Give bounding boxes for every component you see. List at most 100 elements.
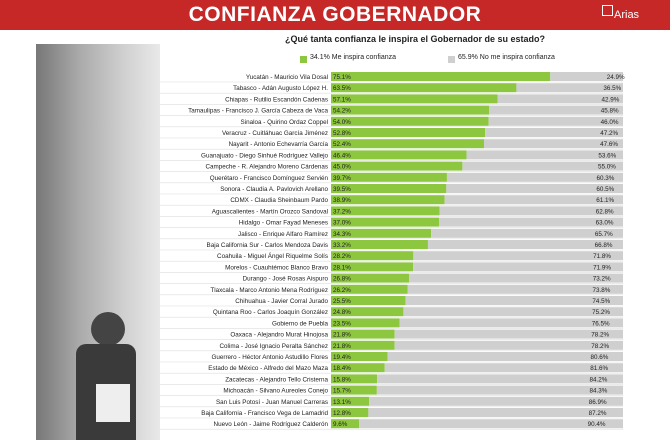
data-label-no-confia: 47.2% <box>600 130 618 137</box>
data-label-no-confia: 53.6% <box>598 152 616 159</box>
data-label-no-confia: 55.0% <box>598 164 616 171</box>
data-label-no-confia: 78.2% <box>591 343 609 350</box>
data-label-confia: 45.0% <box>333 164 351 171</box>
arias-logo: Arias <box>602 2 662 28</box>
category-label: Tabasco - Adán Augusto López H. <box>233 85 328 92</box>
bar-confia <box>331 307 404 317</box>
data-label-no-confia: 66.8% <box>595 242 613 249</box>
data-label-confia: 21.8% <box>333 343 351 350</box>
bar-no-confia <box>446 172 623 182</box>
data-label-confia: 26.8% <box>333 276 351 283</box>
bar-no-confia <box>405 296 623 305</box>
category-label: Zacatecas - Alejandro Tello Cristerna <box>225 376 328 383</box>
person-head-shape <box>91 312 125 346</box>
bar-confia <box>331 408 369 417</box>
bar-no-confia <box>368 408 623 417</box>
bar-no-confia <box>550 72 623 81</box>
data-label-confia: 46.4% <box>333 152 351 159</box>
bar-confia <box>331 396 370 406</box>
data-label-no-confia: 84.3% <box>589 388 607 395</box>
data-label-confia: 12.8% <box>333 410 351 417</box>
logo-text: Arias <box>614 9 640 21</box>
bar-confia <box>331 217 440 227</box>
bar-confia <box>331 340 395 350</box>
data-label-confia: 38.9% <box>333 197 351 204</box>
bar-no-confia <box>444 195 623 205</box>
category-label: San Luis Potosí - Juan Manuel Carreras <box>216 399 328 406</box>
category-label: Coahuila - Miguel Ángel Riquelme Solís <box>217 251 328 260</box>
data-label-no-confia: 86.9% <box>589 399 607 406</box>
data-label-no-confia: 90.4% <box>588 421 606 428</box>
data-label-no-confia: 76.5% <box>592 320 610 327</box>
data-label-confia: 26.2% <box>333 287 351 294</box>
data-label-confia: 21.8% <box>333 332 351 339</box>
category-label: Guerrero - Héctor Antonio Astudillo Flor… <box>211 354 328 361</box>
data-label-confia: 52.4% <box>333 141 351 148</box>
protest-sign-shape <box>96 384 130 422</box>
data-label-confia: 52.8% <box>333 130 351 137</box>
category-label: Quintana Roo - Carlos Joaquín González <box>213 309 328 316</box>
logo-mark-icon <box>602 5 613 16</box>
bar-confia <box>331 184 447 193</box>
bar-confia <box>331 228 432 238</box>
bar-confia <box>331 150 467 160</box>
category-label: CDMX - Claudia Sheinbaum Pardo <box>230 197 328 204</box>
data-label-confia: 15.7% <box>333 388 351 395</box>
data-label-confia: 63.5% <box>333 85 351 92</box>
data-label-no-confia: 71.9% <box>593 264 611 271</box>
bar-confia <box>331 195 445 205</box>
bar-confia <box>331 128 486 137</box>
category-label: Oaxaca - Alejandro Murat Hinojosa <box>230 332 328 339</box>
legend-swatch-no-confia <box>448 56 455 63</box>
category-label: Sonora - Claudia A. Pavlovich Arellano <box>220 186 328 193</box>
data-label-no-confia: 78.2% <box>591 332 609 339</box>
data-label-no-confia: 46.0% <box>601 119 619 126</box>
category-label: Durango - José Rosas Aispuro <box>243 276 329 283</box>
category-label: Yucatán - Mauricio Vila Dosal <box>246 74 328 81</box>
data-label-no-confia: 71.8% <box>593 253 611 260</box>
background-photo <box>36 44 160 440</box>
bar-no-confia <box>485 128 623 137</box>
data-label-no-confia: 80.6% <box>591 354 609 361</box>
bar-no-confia <box>394 340 623 350</box>
page-title: CONFIANZA GOBERNADOR <box>188 3 482 26</box>
data-label-confia: 24.8% <box>333 309 351 316</box>
category-label: Veracruz - Cuitláhuac García Jiménez <box>222 130 328 137</box>
data-label-no-confia: 74.5% <box>592 298 610 305</box>
data-label-no-confia: 62.8% <box>596 208 614 215</box>
data-label-confia: 37.0% <box>333 220 351 227</box>
category-label: Baja California - Francisco Vega de Lama… <box>201 410 328 417</box>
bar-confia <box>331 251 414 261</box>
bar-confia <box>331 273 410 283</box>
bar-confia <box>331 206 440 216</box>
data-label-confia: 54.0% <box>333 119 351 126</box>
data-label-confia: 13.1% <box>333 399 351 406</box>
bar-no-confia <box>407 284 623 294</box>
bar-confia <box>331 419 360 429</box>
chart-legend: 34.1% Me inspira confianza 65.9% No me i… <box>300 54 620 66</box>
category-label: Guanajuato - Diego Sinhué Rodríguez Vall… <box>201 152 328 159</box>
data-label-no-confia: 87.2% <box>589 410 607 417</box>
bar-confia <box>331 374 378 384</box>
category-label: Chihuahua - Javier Corral Jurado <box>235 298 328 305</box>
bar-no-confia <box>466 150 623 160</box>
data-label-confia: 75.1% <box>333 74 351 81</box>
data-label-confia: 9.6% <box>333 421 348 428</box>
data-label-confia: 28.2% <box>333 253 351 260</box>
category-label: Colima - José Ignacio Peralta Sánchez <box>219 343 328 350</box>
legend-label-no-confia: 65.9% No me inspira confianza <box>458 54 555 61</box>
category-label: Baja California Sur - Carlos Mendoza Dav… <box>207 242 328 249</box>
data-label-no-confia: 47.6% <box>600 141 618 148</box>
bar-confia <box>331 363 385 373</box>
bar-confia <box>331 161 463 171</box>
bar-no-confia <box>516 83 623 93</box>
data-label-no-confia: 60.5% <box>596 186 614 193</box>
bar-confia <box>331 262 414 272</box>
category-label: Morelos - Cuauhtémoc Blanco Bravo <box>225 264 328 271</box>
data-label-no-confia: 73.2% <box>593 276 611 283</box>
data-label-no-confia: 24.9% <box>607 74 625 81</box>
category-label: Michoacán - Silvano Aureoles Conejo <box>223 388 328 395</box>
data-label-confia: 19.4% <box>333 354 351 361</box>
